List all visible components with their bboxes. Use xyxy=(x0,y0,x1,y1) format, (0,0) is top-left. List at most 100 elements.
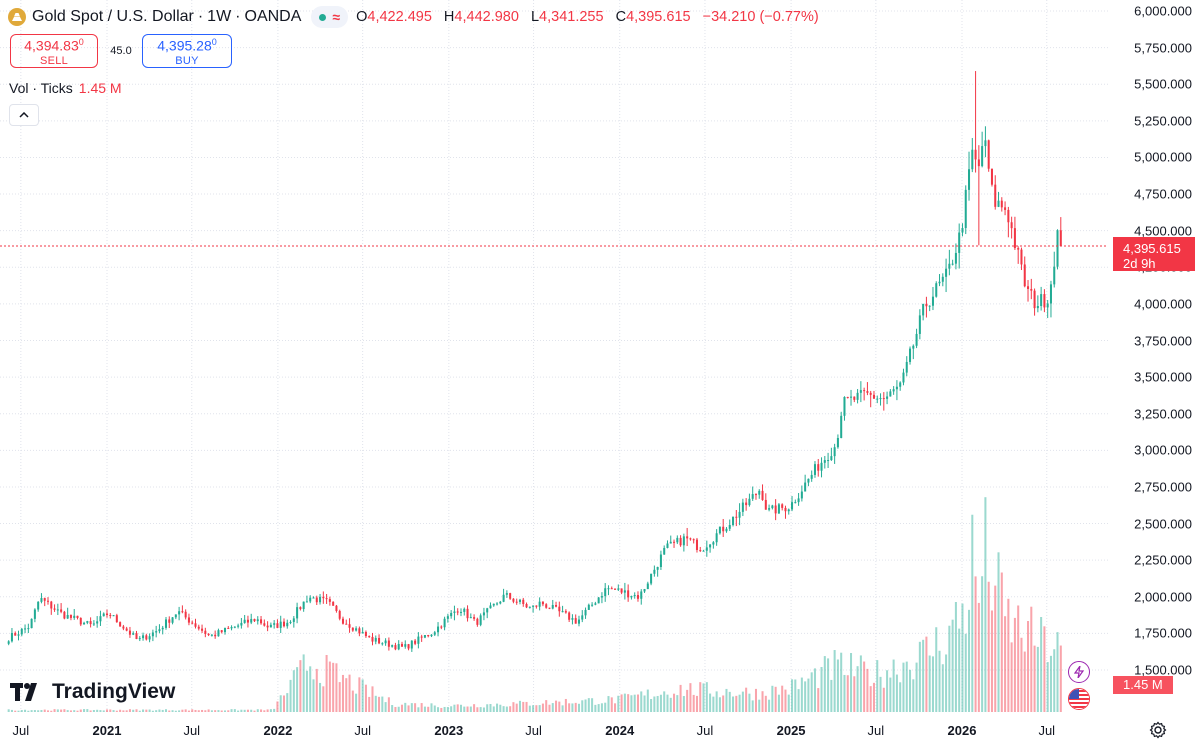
symbol-name[interactable]: Gold Spot / U.S. Dollar xyxy=(32,8,194,25)
candle-body xyxy=(912,345,915,349)
candle-body xyxy=(260,619,263,624)
volume-bar xyxy=(10,709,13,712)
candle-body xyxy=(630,596,633,598)
volume-bar xyxy=(968,609,971,712)
collapse-legend-button[interactable] xyxy=(9,104,39,126)
volume-bar xyxy=(827,658,830,712)
candle-body xyxy=(604,588,607,597)
volume-bar xyxy=(876,660,879,712)
candle-body xyxy=(482,612,485,616)
volume-bar xyxy=(315,668,318,712)
buy-button[interactable]: 4,395.280 BUY xyxy=(142,34,232,68)
candle-body xyxy=(168,619,171,623)
volume-bar xyxy=(895,674,898,712)
volume-bar xyxy=(581,700,584,712)
volume-bar xyxy=(427,706,430,712)
volume-bar xyxy=(459,704,463,712)
volume-bar xyxy=(1049,655,1052,712)
volume-bar xyxy=(92,710,95,712)
volume-bar xyxy=(997,552,1000,712)
volume-bar xyxy=(771,685,774,712)
volume-bar xyxy=(663,691,666,712)
candle-body xyxy=(174,614,177,618)
buy-price-pip: 0 xyxy=(211,37,217,47)
change-value: −34.210 (−0.77%) xyxy=(702,9,819,25)
candle-body xyxy=(863,390,866,392)
candle-body xyxy=(148,636,151,640)
volume-bar xyxy=(748,693,751,712)
volume-bar xyxy=(813,668,816,712)
volume-bar xyxy=(931,656,934,712)
candle-body xyxy=(574,618,577,624)
candle-body xyxy=(469,617,472,619)
volume-bar xyxy=(151,710,154,712)
candle-body xyxy=(14,632,17,636)
volume-bar xyxy=(463,706,466,712)
sell-button[interactable]: 4,394.830 SELL xyxy=(10,34,98,68)
volume-bar xyxy=(164,709,168,712)
chart-grid xyxy=(0,0,1108,712)
us-flag-icon[interactable] xyxy=(1068,688,1090,710)
candle-body xyxy=(60,609,63,612)
candle-body xyxy=(787,509,790,512)
volume-bar xyxy=(273,708,276,712)
market-status-pill[interactable]: ≈ xyxy=(311,6,349,28)
open-key: O xyxy=(356,9,368,25)
volume-bar xyxy=(666,694,669,712)
settings-gear-icon[interactable] xyxy=(1149,721,1167,739)
volume-bar xyxy=(738,694,741,712)
time-tick-label: Jul xyxy=(354,723,371,738)
volume-bar xyxy=(728,691,731,712)
candle-body xyxy=(699,549,702,552)
volume-bar xyxy=(194,709,197,712)
volume-bar xyxy=(591,698,594,712)
volume-bar xyxy=(1004,616,1007,712)
interval-label[interactable]: 1W xyxy=(207,8,232,25)
volume-legend[interactable]: Vol · Ticks 1.45 M xyxy=(9,80,122,96)
volume-bar xyxy=(119,709,122,712)
candle-body xyxy=(581,615,584,620)
tradingview-logo[interactable]: TradingView xyxy=(10,680,175,704)
candle-body xyxy=(348,624,351,628)
candle-body xyxy=(381,643,384,645)
volume-bar xyxy=(414,703,417,712)
candle-body xyxy=(813,464,816,475)
candle-body xyxy=(931,296,934,306)
candle-body xyxy=(404,644,407,647)
volume-bar xyxy=(781,685,784,712)
price-tick-label: 4,500.000 xyxy=(1134,223,1192,239)
volume-bar xyxy=(276,701,279,712)
candle-body xyxy=(56,609,59,611)
chart-header: Gold Spot / U.S. Dollar · 1W · OANDA ≈ O… xyxy=(8,6,827,28)
volume-bar xyxy=(482,707,485,712)
candle-body xyxy=(1010,222,1013,229)
volume-bar xyxy=(86,709,89,712)
volume-bar xyxy=(577,703,580,712)
candle-body xyxy=(1036,306,1039,309)
candle-body xyxy=(86,621,89,623)
volume-bar xyxy=(279,695,282,712)
lightning-icon[interactable] xyxy=(1068,661,1090,683)
volume-bar xyxy=(66,710,69,712)
spread-value: 45.0 xyxy=(110,45,132,57)
volume-bar xyxy=(20,710,23,712)
candle-body xyxy=(725,528,728,532)
candle-body xyxy=(473,617,476,619)
volume-bar xyxy=(673,693,676,712)
candle-body xyxy=(253,618,256,622)
candle-body xyxy=(332,601,335,606)
volume-bar xyxy=(60,709,63,712)
volume-bar xyxy=(328,661,331,712)
candle-body xyxy=(718,526,721,534)
volume-bar xyxy=(669,697,672,712)
candle-body xyxy=(820,462,823,471)
volume-bar xyxy=(718,697,721,712)
candle-body xyxy=(791,502,794,510)
broker-label[interactable]: OANDA xyxy=(244,8,302,25)
volume-bar xyxy=(102,710,105,712)
volume-bar xyxy=(794,679,797,712)
candle-body xyxy=(7,641,10,644)
candle-body xyxy=(292,618,295,622)
candle-body xyxy=(102,613,105,617)
